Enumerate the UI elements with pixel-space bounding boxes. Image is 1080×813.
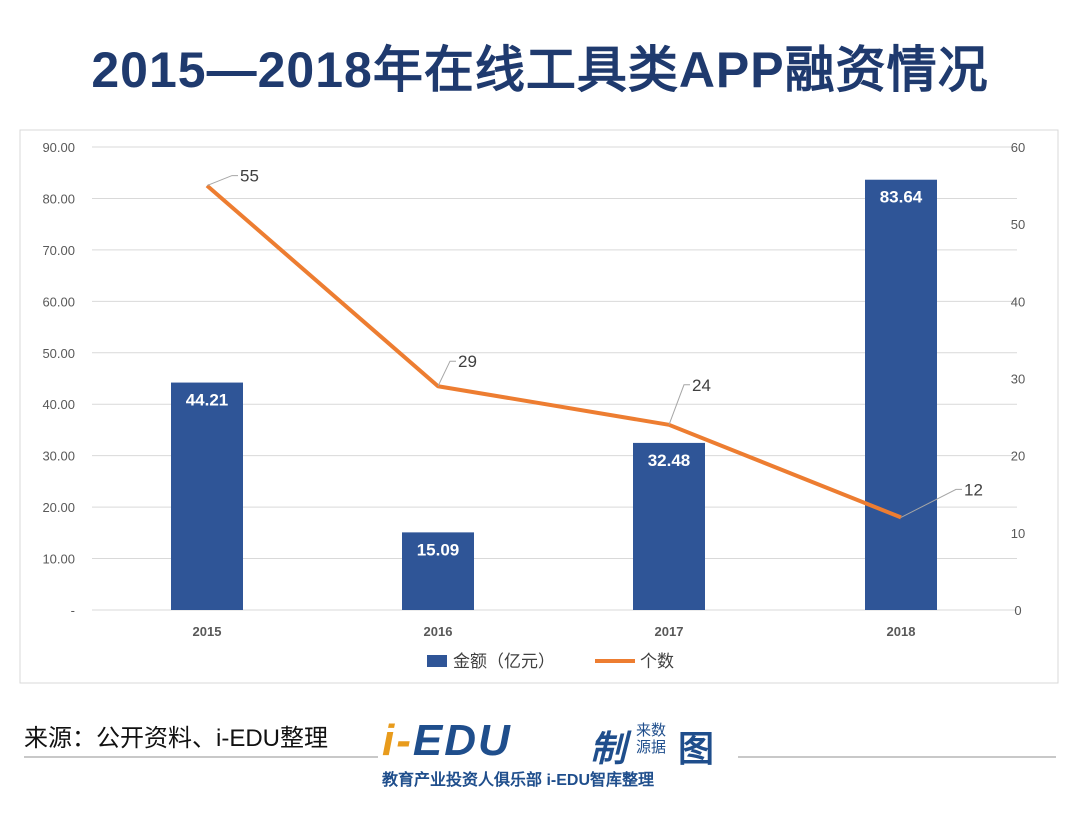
page-title: 2015—2018年在线工具类APP融资情况 xyxy=(91,42,989,98)
bar-data-label: 15.09 xyxy=(417,540,460,559)
logo-main: i-EDU xyxy=(382,716,512,765)
bar xyxy=(171,382,243,610)
bar xyxy=(633,442,705,610)
right-tick-label: 60 xyxy=(1011,140,1025,155)
bar-data-label: 44.21 xyxy=(186,391,229,410)
x-tick-label: 2015 xyxy=(193,624,222,639)
left-tick-label: 30.00 xyxy=(42,449,75,464)
line-series xyxy=(205,184,902,520)
left-tick-label: - xyxy=(71,603,75,618)
legend-line-label: 个数 xyxy=(640,652,674,671)
leader-line xyxy=(437,360,456,387)
chart: - 10.00 20.00 30.00 40.00 50.00 60.00 70.00 80.0… xyxy=(19,129,1059,684)
x-tick-label: 2016 xyxy=(424,624,453,639)
line-data-label: 12 xyxy=(964,480,983,499)
legend-bar-label: 金额（亿元） xyxy=(453,652,555,671)
x-tick-label: 2018 xyxy=(887,624,916,639)
bar-data-label: 83.64 xyxy=(880,188,923,207)
i-edu-logo: i-EDU 制 来数源据 图 教育产业投资人俱乐部 i-EDU智库整理 xyxy=(378,716,738,789)
leader-line xyxy=(668,384,690,425)
logo-zhi: 制 xyxy=(590,728,627,769)
logo-sub: 教育产业投资人俱乐部 i-EDU智库整理 xyxy=(382,772,655,789)
left-tick-label: 10.00 xyxy=(42,552,75,567)
right-tick-label: 50 xyxy=(1011,217,1025,232)
legend-bar-swatch xyxy=(427,655,447,667)
right-tick-label: 0 xyxy=(1014,603,1021,618)
leader-line xyxy=(206,175,238,187)
source-note: 来源：公开资料、i-EDU整理 xyxy=(24,725,328,752)
x-tick-label: 2017 xyxy=(655,624,684,639)
left-tick-label: 60.00 xyxy=(42,294,75,309)
leader-line xyxy=(900,488,962,518)
left-tick-label: 40.00 xyxy=(42,397,75,412)
bar-data-label: 32.48 xyxy=(648,451,691,470)
logo-tu: 图 xyxy=(678,728,715,769)
right-tick-label: 20 xyxy=(1011,449,1025,464)
left-tick-label: 70.00 xyxy=(42,243,75,258)
left-tick-label: 80.00 xyxy=(42,191,75,206)
right-tick-label: 10 xyxy=(1011,526,1025,541)
line-data-label: 24 xyxy=(692,376,711,395)
bar xyxy=(402,532,474,610)
right-tick-label: 30 xyxy=(1011,372,1025,387)
line-data-label: 55 xyxy=(240,167,259,186)
left-tick-label: 50.00 xyxy=(42,346,75,361)
left-tick-label: 90.00 xyxy=(42,140,75,155)
bar xyxy=(865,179,937,610)
logo-laiyuan: 来数源据 xyxy=(636,722,667,756)
left-tick-label: 20.00 xyxy=(42,500,75,515)
right-tick-label: 40 xyxy=(1011,294,1025,309)
line-data-label: 29 xyxy=(458,352,477,371)
